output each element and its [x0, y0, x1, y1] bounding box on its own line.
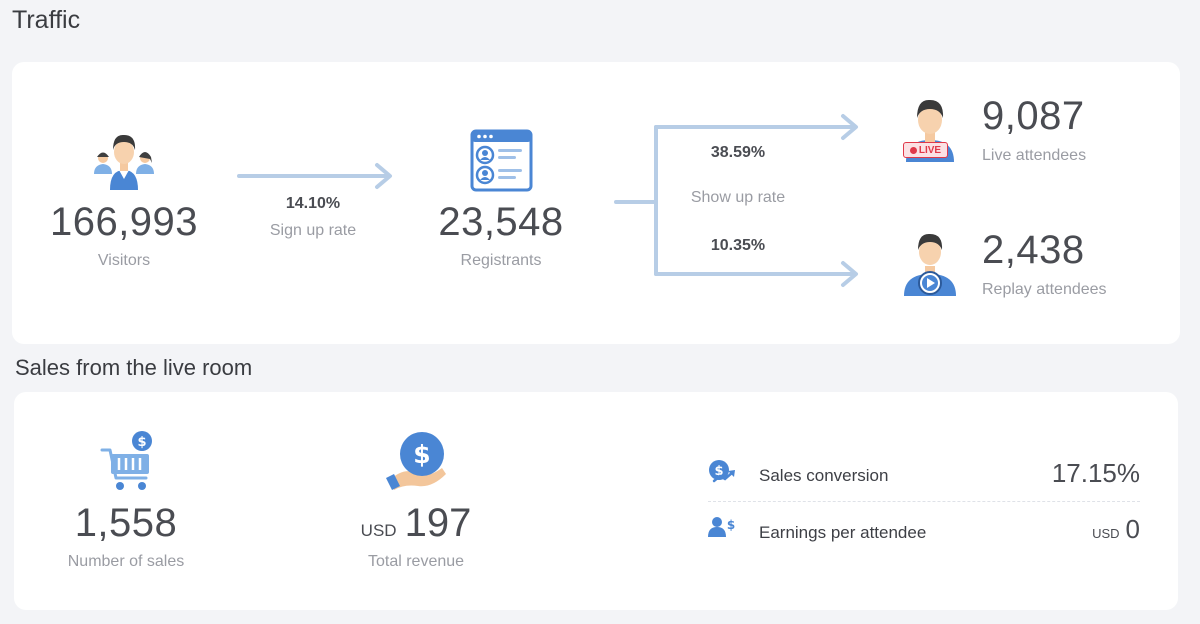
sales-divider: [708, 501, 1140, 502]
earnings-per-attendee-value: USD 0: [1092, 514, 1140, 545]
live-show-up-rate: 38.59%: [710, 144, 766, 161]
sales-section-title: Sales from the live room: [15, 355, 253, 380]
live-attendees-label: Live attendees: [982, 147, 1087, 164]
signup-rate: 14.10%: [285, 195, 341, 212]
svg-text:$: $: [413, 440, 430, 469]
replay-show-up-rate: 10.35%: [710, 237, 766, 254]
traffic-card: [12, 62, 1180, 344]
traffic-section-title: Traffic: [12, 6, 81, 34]
total-revenue-label: Total revenue: [367, 553, 465, 570]
live-dot-icon: [909, 146, 917, 154]
live-badge-text: LIVE: [918, 144, 942, 156]
sales-conversion-label: Sales conversion: [759, 466, 889, 485]
total-revenue-value: USD 197: [360, 501, 472, 546]
svg-text:$: $: [137, 435, 146, 450]
earnings-per-attendee-icon: $: [708, 517, 735, 537]
earnings-amount: 0: [1125, 514, 1140, 544]
earnings-per-attendee-label: Earnings per attendee: [759, 523, 927, 542]
visitors-label: Visitors: [97, 252, 151, 269]
earnings-currency: USD: [1092, 526, 1120, 541]
replay-attendees-label: Replay attendees: [982, 281, 1107, 298]
replay-attendee-icon: [904, 233, 956, 296]
live-attendee-icon: LIVE: [900, 98, 960, 162]
signup-rate-label: Sign up rate: [269, 222, 357, 239]
shopping-cart-icon: $: [100, 431, 152, 490]
visitors-group-icon: [94, 134, 154, 190]
registrants-label: Registrants: [460, 252, 542, 269]
live-attendees-count: 9,087: [982, 94, 1085, 138]
revenue-amount: 197: [404, 501, 472, 545]
visitors-count: 166,993: [49, 200, 199, 244]
sales-conversion-value: 17.15%: [1051, 458, 1140, 488]
revenue-currency: USD: [360, 521, 397, 540]
live-badge: LIVE: [903, 142, 948, 158]
show-up-branch-arrows: [614, 114, 858, 287]
number-of-sales-value: 1,558: [74, 501, 178, 545]
sales-conversion-icon: $: [709, 460, 735, 483]
registrants-count: 23,548: [438, 200, 564, 244]
number-of-sales-label: Number of sales: [67, 553, 185, 570]
replay-attendees-count: 2,438: [982, 228, 1085, 272]
signup-arrow: [237, 163, 392, 189]
svg-text:$: $: [727, 518, 735, 532]
dollar-hand-icon: $: [386, 432, 446, 490]
registration-form-icon: [470, 129, 533, 192]
svg-text:$: $: [714, 464, 723, 479]
show-up-rate-label: Show up rate: [690, 189, 786, 206]
